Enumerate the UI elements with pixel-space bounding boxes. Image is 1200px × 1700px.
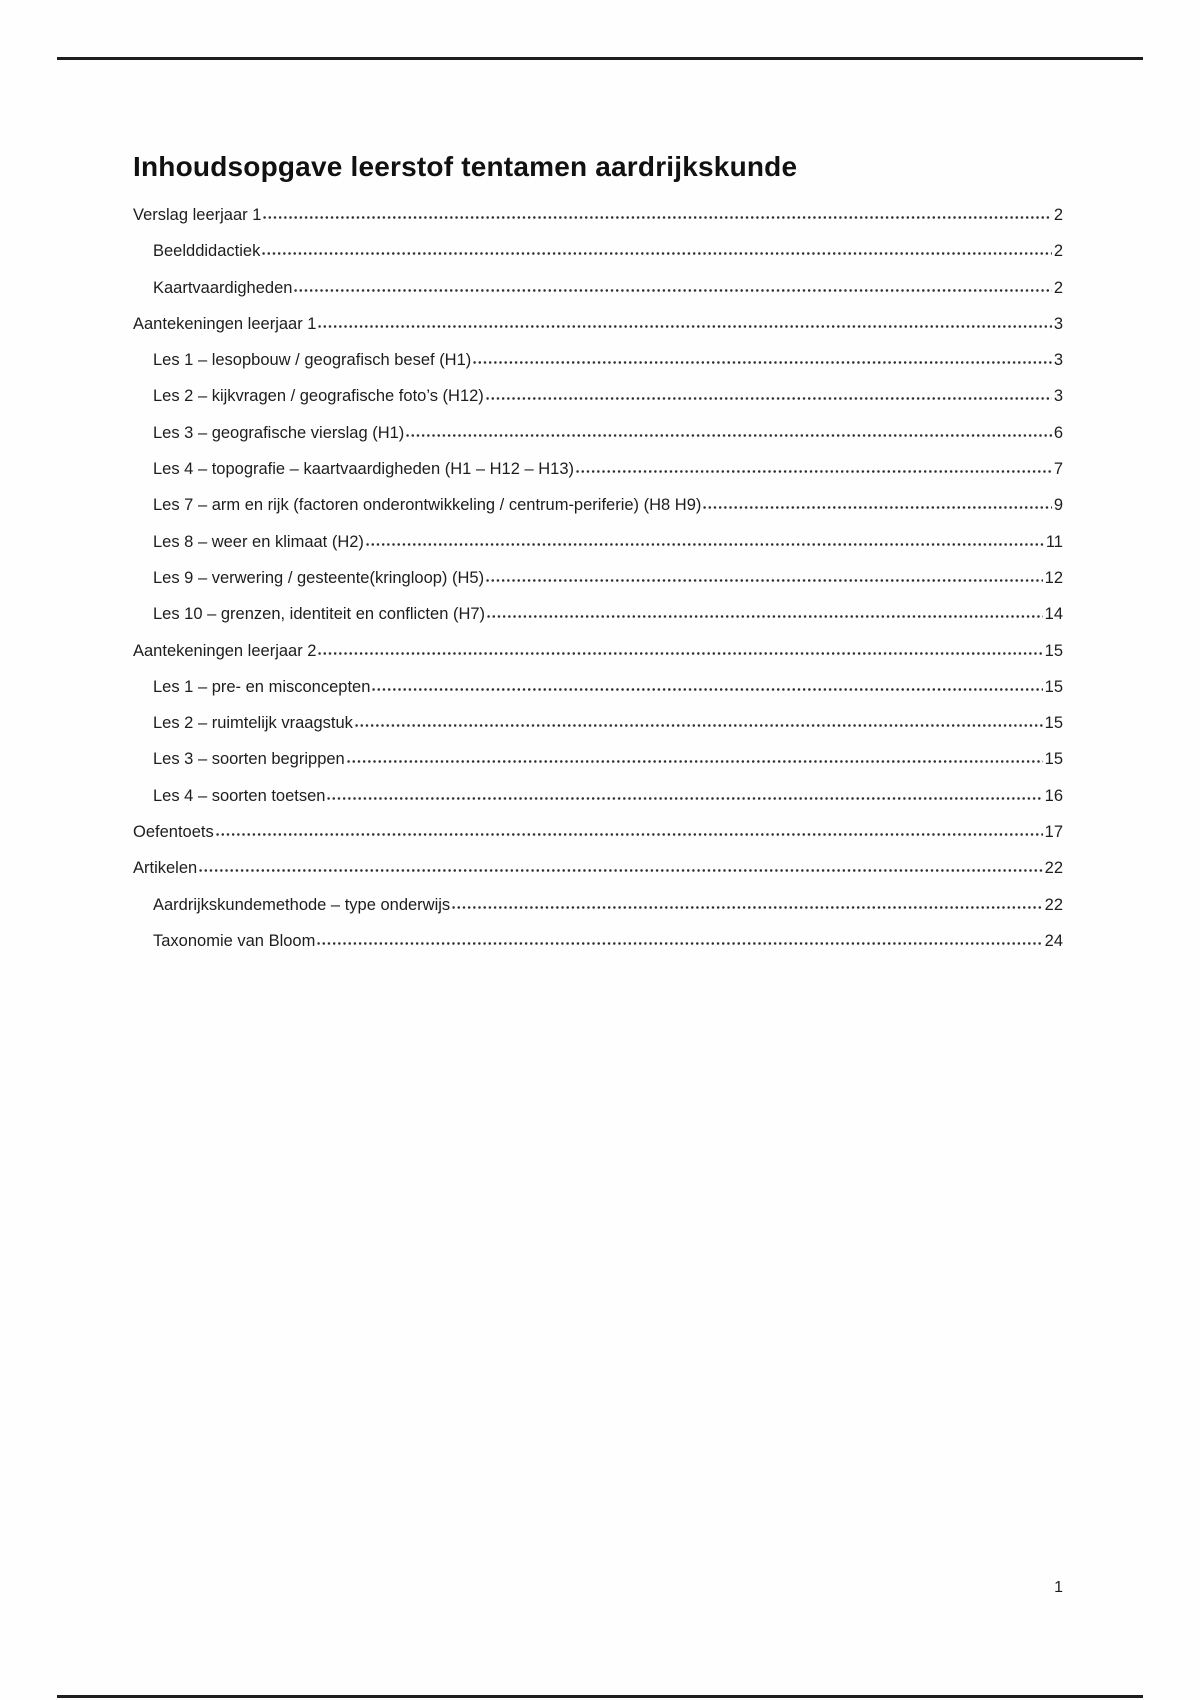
toc-entry-label: Aantekeningen leerjaar 1 xyxy=(133,314,317,333)
toc-entry-page: 15 xyxy=(1044,641,1063,660)
toc-entry-page: 15 xyxy=(1044,677,1063,696)
toc-entry[interactable]: Les 4 – topografie – kaartvaardigheden (… xyxy=(133,459,1063,480)
toc-entry-label: Les 3 – geografische vierslag (H1) xyxy=(153,423,405,442)
dot-leader xyxy=(262,207,1052,220)
page-number: 1 xyxy=(1054,1579,1063,1596)
dot-leader xyxy=(317,642,1043,656)
toc-entry-page: 6 xyxy=(1053,423,1063,442)
toc-entry-page: 22 xyxy=(1044,895,1063,914)
toc-entry-page: 15 xyxy=(1044,714,1063,733)
toc-entry-page: 3 xyxy=(1053,314,1063,333)
toc-entry[interactable]: Aantekeningen leerjaar 1 3 xyxy=(133,314,1063,335)
toc-entry-page: 2 xyxy=(1053,206,1063,224)
toc-entry-page: 11 xyxy=(1045,532,1063,551)
toc-entry-label: Les 10 – grenzen, identiteit en conflict… xyxy=(153,605,486,624)
toc-entry-label: Oefentoets xyxy=(133,823,214,842)
toc-entry-label: Aardrijkskundemethode – type onderwijs xyxy=(153,895,451,914)
toc-entry-label: Kaartvaardigheden xyxy=(153,278,293,297)
toc-entry-label: Artikelen xyxy=(133,859,198,878)
toc-entry[interactable]: Les 9 – verwering / gesteente(kringloop)… xyxy=(133,568,1063,589)
dot-leader xyxy=(293,279,1052,293)
toc-entry-label: Verslag leerjaar 1 xyxy=(133,206,262,224)
toc-entry[interactable]: Les 2 – kijkvragen / geografische foto’s… xyxy=(133,386,1063,407)
toc-entry[interactable]: Les 8 – weer en klimaat (H2) 11 xyxy=(133,532,1063,553)
dot-leader xyxy=(702,497,1052,511)
toc-entry-label: Les 1 – lesopbouw / geografisch besef (H… xyxy=(153,351,472,370)
toc-entry[interactable]: Les 1 – lesopbouw / geografisch besef (H… xyxy=(133,350,1063,371)
dot-leader xyxy=(316,932,1043,946)
toc-entry-label: Les 3 – soorten begrippen xyxy=(153,750,345,769)
toc-entry-label: Les 4 – topografie – kaartvaardigheden (… xyxy=(153,460,575,479)
dot-leader xyxy=(261,243,1052,257)
header-rule xyxy=(57,57,1143,60)
toc-entry[interactable]: Kaartvaardigheden 2 xyxy=(133,278,1063,299)
toc-entry[interactable]: Les 7 – arm en rijk (factoren onderontwi… xyxy=(133,495,1063,516)
toc-entry-page: 17 xyxy=(1044,823,1063,842)
toc-entry[interactable]: Oefentoets 17 xyxy=(133,822,1063,843)
toc-entry-page: 14 xyxy=(1044,605,1063,624)
toc-entry-label: Beelddidactiek xyxy=(153,242,261,261)
dot-leader xyxy=(485,569,1043,583)
toc-entry[interactable]: Aardrijkskundemethode – type onderwijs 2… xyxy=(133,895,1063,916)
toc-entry-page: 12 xyxy=(1044,568,1063,587)
toc-entry[interactable]: Les 1 – pre- en misconcepten 15 xyxy=(133,677,1063,698)
toc-entry[interactable]: Les 2 – ruimtelijk vraagstuk 15 xyxy=(133,713,1063,734)
toc-section: Inhoudsopgave leerstof tentamen aardrijk… xyxy=(133,150,1063,967)
toc-entry-label: Les 2 – ruimtelijk vraagstuk xyxy=(153,714,353,733)
toc-entry[interactable]: Verslag leerjaar 1 2 xyxy=(133,205,1063,226)
toc-entry-page: 3 xyxy=(1053,351,1063,370)
toc-entry[interactable]: Les 4 – soorten toetsen 16 xyxy=(133,786,1063,807)
dot-leader xyxy=(317,315,1052,329)
dot-leader xyxy=(405,424,1052,438)
dot-leader xyxy=(364,533,1044,547)
dot-leader xyxy=(484,388,1052,402)
dot-leader xyxy=(371,678,1043,692)
dot-leader xyxy=(486,606,1043,620)
toc-entry-label: Taxonomie van Bloom xyxy=(153,931,316,950)
toc-entry-label: Les 9 – verwering / gesteente(kringloop)… xyxy=(153,568,485,587)
toc-entry[interactable]: Les 10 – grenzen, identiteit en conflict… xyxy=(133,604,1063,625)
toc-list: Verslag leerjaar 1 2 Beelddidactiek 2 Ka… xyxy=(133,205,1063,952)
dot-leader xyxy=(326,787,1043,801)
toc-entry-page: 16 xyxy=(1044,786,1063,805)
toc-entry-page: 9 xyxy=(1053,496,1063,515)
toc-entry-page: 15 xyxy=(1044,750,1063,769)
toc-entry-label: Les 2 – kijkvragen / geografische foto’s… xyxy=(153,387,484,406)
toc-entry[interactable]: Beelddidactiek 2 xyxy=(133,241,1063,262)
toc-entry-page: 3 xyxy=(1053,387,1063,406)
dot-leader xyxy=(575,461,1052,475)
toc-entry[interactable]: Artikelen 22 xyxy=(133,858,1063,879)
toc-entry-page: 7 xyxy=(1053,460,1063,479)
toc-entry[interactable]: Taxonomie van Bloom 24 xyxy=(133,931,1063,952)
toc-entry-label: Les 4 – soorten toetsen xyxy=(153,786,326,805)
dot-leader xyxy=(472,352,1052,366)
toc-entry-page: 22 xyxy=(1044,859,1063,878)
dot-leader xyxy=(353,715,1043,729)
toc-entry-page: 2 xyxy=(1053,278,1063,297)
dot-leader xyxy=(214,824,1043,838)
toc-title: Inhoudsopgave leerstof tentamen aardrijk… xyxy=(133,151,798,182)
dot-leader xyxy=(345,751,1043,765)
dot-leader xyxy=(198,860,1043,874)
toc-entry-label: Les 1 – pre- en misconcepten xyxy=(153,677,371,696)
toc-entry[interactable]: Les 3 – soorten begrippen 15 xyxy=(133,749,1063,770)
footer-rule xyxy=(57,1695,1143,1698)
toc-entry[interactable]: Les 3 – geografische vierslag (H1) 6 xyxy=(133,423,1063,444)
toc-entry-page: 24 xyxy=(1044,931,1063,950)
toc-entry-label: Les 7 – arm en rijk (factoren onderontwi… xyxy=(153,496,702,515)
toc-entry-page: 2 xyxy=(1053,242,1063,261)
toc-entry-label: Les 8 – weer en klimaat (H2) xyxy=(153,532,364,551)
toc-entry-label: Aantekeningen leerjaar 2 xyxy=(133,641,317,660)
toc-entry[interactable]: Aantekeningen leerjaar 2 15 xyxy=(133,641,1063,662)
dot-leader xyxy=(451,896,1043,910)
